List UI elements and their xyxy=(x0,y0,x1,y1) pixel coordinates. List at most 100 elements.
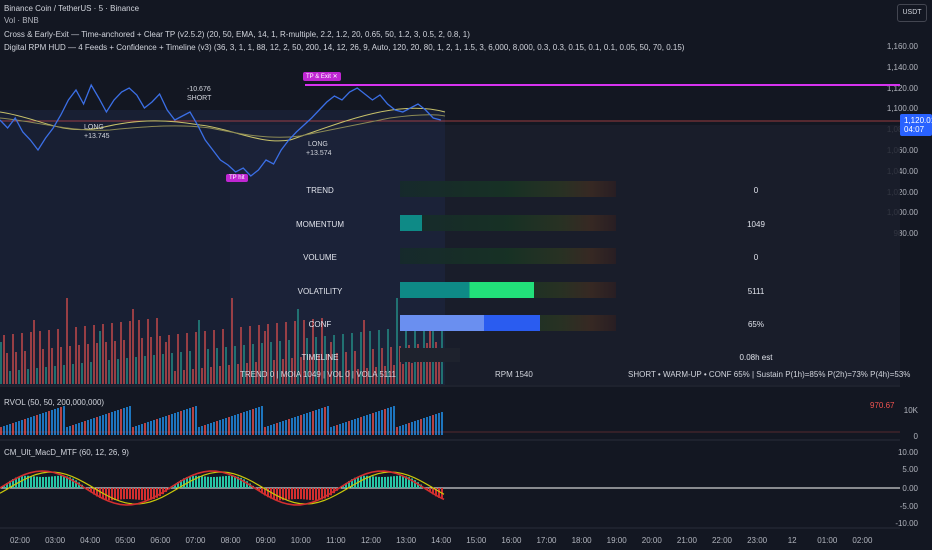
volume-bar xyxy=(192,369,194,384)
volume-bar xyxy=(93,325,95,384)
macd-hist-bar xyxy=(297,488,299,500)
volume-bar xyxy=(375,367,377,384)
macd-hist-bar xyxy=(192,475,194,488)
macd-hist-bar xyxy=(342,485,344,488)
time-axis-label: 15:00 xyxy=(466,536,487,545)
macd-hist-bar xyxy=(177,482,179,488)
rvol-bar xyxy=(93,418,95,435)
symbol-title[interactable]: Binance Coin / TetherUS · 5 · Binance xyxy=(4,4,140,13)
rvol-bar xyxy=(438,413,440,435)
rvol-bar xyxy=(60,407,62,435)
macd-hist-bar xyxy=(153,488,155,499)
macd-hist-bar xyxy=(402,475,404,488)
macd-hist-bar xyxy=(72,478,74,488)
rvol-bar xyxy=(204,425,206,435)
volume-bar xyxy=(282,359,284,384)
volume-indicator-title[interactable]: Vol · BNB xyxy=(4,16,39,25)
macd-hist-bar xyxy=(327,488,329,498)
rvol-bar xyxy=(330,427,332,435)
hud-footer-feeds: TREND 0 | MOIA 1049 | VOL 0 | VOLA 5111 xyxy=(240,370,396,379)
volume-bar xyxy=(48,330,50,384)
long-label-2: LONG xyxy=(308,141,328,148)
macd-title[interactable]: CM_Ult_MacD_MTF (60, 12, 26, 9) xyxy=(4,448,129,457)
price-axis-label: 1,140.00 xyxy=(886,62,918,72)
short-value-label: -10.676 xyxy=(187,86,211,93)
rvol-bar xyxy=(300,415,302,435)
rvol-bar xyxy=(75,424,77,435)
rvol-bar xyxy=(294,417,296,435)
volume-bar xyxy=(243,345,245,384)
strategy-indicator-title[interactable]: Cross & Early-Exit — Time-anchored + Cle… xyxy=(4,30,470,39)
rvol-bar xyxy=(9,424,11,435)
macd-hist-bar xyxy=(54,476,56,488)
macd-hist-bar xyxy=(93,488,95,495)
volume-bar xyxy=(114,341,116,384)
rvol-bar xyxy=(15,422,17,435)
volume-bar xyxy=(195,332,197,384)
rvol-bar xyxy=(210,423,212,435)
volume-bar xyxy=(120,322,122,384)
macd-hist-bar xyxy=(159,488,161,497)
rvol-bar xyxy=(243,412,245,435)
time-axis-label: 11:00 xyxy=(326,536,346,545)
macd-hist-bar xyxy=(213,476,215,488)
macd-hist-bar xyxy=(387,476,389,488)
macd-hist-bar xyxy=(225,475,227,488)
rvol-bar xyxy=(240,413,242,435)
macd-hist-bar xyxy=(381,476,383,488)
rvol-bar xyxy=(141,424,143,435)
rvol-bar xyxy=(390,407,392,435)
volume-bar xyxy=(63,365,65,384)
rvol-bar xyxy=(69,426,71,435)
macd-hist-bar xyxy=(66,476,68,488)
volume-bar xyxy=(141,338,143,384)
rvol-bar xyxy=(222,419,224,435)
volume-bar xyxy=(39,331,41,384)
rvol-bar xyxy=(126,407,128,435)
time-axis-label: 19:00 xyxy=(606,536,627,545)
hud-gauge-track xyxy=(400,181,616,197)
hud-indicator-title[interactable]: Digital RPM HUD — 4 Feeds + Confidence +… xyxy=(4,43,685,52)
macd-hist-bar xyxy=(378,476,380,488)
volume-bar xyxy=(210,367,212,384)
macd-hist-bar xyxy=(258,488,260,491)
rvol-bar xyxy=(72,425,74,435)
rvol-bar xyxy=(195,406,197,435)
currency-button[interactable]: USDT xyxy=(897,4,927,22)
rvol-bar xyxy=(111,412,113,435)
volume-bar xyxy=(402,364,404,384)
rvol-bar xyxy=(234,415,236,435)
volume-bar xyxy=(144,356,146,384)
rvol-bar xyxy=(237,414,239,435)
volume-bar xyxy=(438,360,440,384)
macd-hist-bar xyxy=(435,488,437,497)
macd-hist-bar xyxy=(12,479,14,488)
volume-bar xyxy=(261,343,263,384)
macd-hist-bar xyxy=(291,488,293,500)
rvol-bar xyxy=(393,406,395,435)
rvol-value: 970.67 xyxy=(870,401,895,410)
volume-bar xyxy=(387,329,389,384)
time-axis-label: 13:00 xyxy=(396,536,417,545)
hud-row-value: 5111 xyxy=(747,287,765,296)
macd-hist-bar xyxy=(351,479,353,488)
macd-hist-bar xyxy=(303,488,305,500)
rvol-title[interactable]: RVOL (50, 50, 200,000,000) xyxy=(4,398,105,407)
macd-hist-bar xyxy=(264,488,266,496)
time-axis-label: 02:00 xyxy=(9,536,31,545)
hud-row-value: 0.08h est xyxy=(739,353,773,362)
macd-axis-label: -5.00 xyxy=(899,502,918,511)
rvol-bar xyxy=(21,420,23,435)
main-chart[interactable] xyxy=(0,0,900,530)
rvol-bar xyxy=(306,413,308,435)
rvol-bar xyxy=(219,420,221,435)
volume-bar xyxy=(222,329,224,384)
rvol-bar xyxy=(357,418,359,435)
volume-bar xyxy=(294,321,296,384)
rvol-bar xyxy=(171,414,173,435)
volume-bar xyxy=(396,298,398,384)
macd-hist-bar xyxy=(285,488,287,500)
volume-bar xyxy=(216,348,218,384)
hud-row-label: MOMENTUM xyxy=(296,220,344,229)
macd-hist-bar xyxy=(75,480,77,488)
